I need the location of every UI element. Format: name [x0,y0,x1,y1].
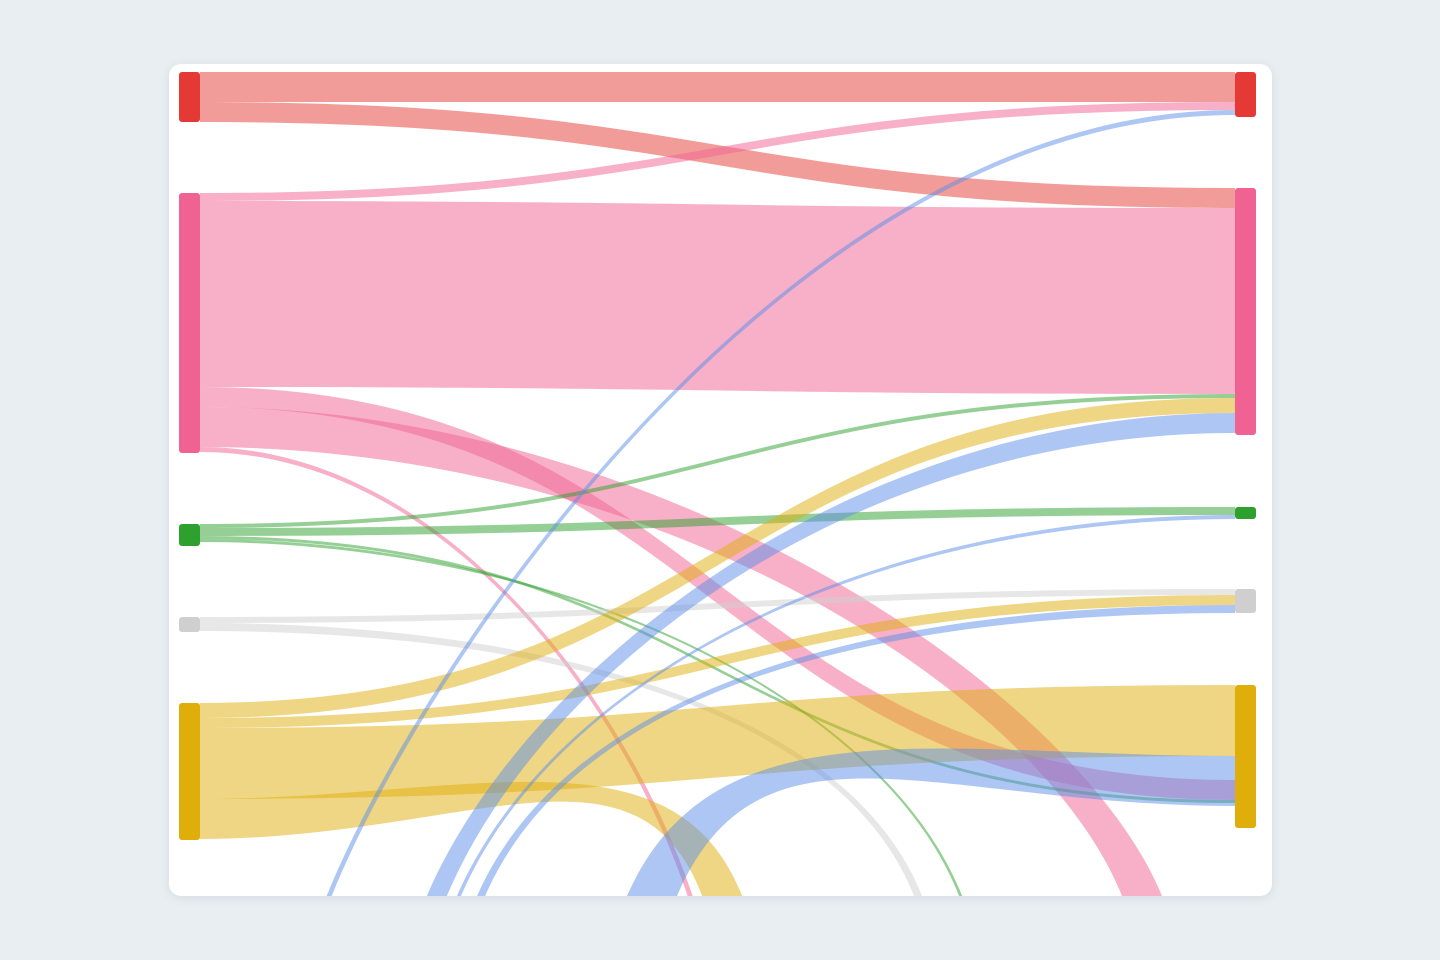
nodes-layer [179,72,1256,840]
link-green-to-green [200,507,1235,536]
target-node-green[interactable] [1235,507,1256,519]
link-gold-to-gold [200,685,1235,799]
link-gray-to-gray [200,589,1235,623]
links-layer [200,72,1235,896]
source-node-green[interactable] [179,524,200,546]
source-node-red[interactable] [179,72,200,122]
target-node-gold[interactable] [1235,685,1256,828]
source-node-gray[interactable] [179,617,200,632]
link-offscreen-to-gold [627,748,1235,896]
target-node-gray[interactable] [1235,589,1256,613]
source-node-pink[interactable] [179,193,200,453]
link-gold-to-offscreen [200,781,743,896]
chart-card [169,64,1272,896]
link-offscreen-to-pink [426,413,1235,896]
link-pink-to-pink [200,201,1235,394]
link-gold-to-pink [200,398,1235,718]
source-node-gold[interactable] [179,703,200,840]
link-gold-to-gray [200,595,1235,728]
link-red-to-red [200,72,1235,102]
target-node-red[interactable] [1235,72,1256,117]
target-node-pink[interactable] [1235,188,1256,435]
link-green-to-pink [200,394,1235,528]
link-green-to-blue [200,536,1235,803]
link-offscreen-to-green [456,515,1235,896]
link-pink-to-blue [200,387,1235,800]
link-pink-to-red [200,102,1235,201]
sankey-diagram [179,72,1256,896]
